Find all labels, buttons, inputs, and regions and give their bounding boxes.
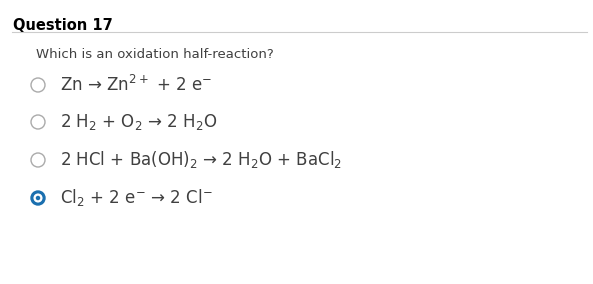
Ellipse shape xyxy=(34,194,42,202)
Ellipse shape xyxy=(36,197,40,200)
Text: Question 17: Question 17 xyxy=(13,18,113,33)
Text: Zn → Zn$^{2+}$ + 2 e$^{-}$: Zn → Zn$^{2+}$ + 2 e$^{-}$ xyxy=(60,75,212,95)
Text: 2 H$_2$ + O$_2$ → 2 H$_2$O: 2 H$_2$ + O$_2$ → 2 H$_2$O xyxy=(60,112,217,132)
Ellipse shape xyxy=(31,191,45,205)
Text: 2 HCl + Ba(OH)$_2$ → 2 H$_2$O + BaCl$_2$: 2 HCl + Ba(OH)$_2$ → 2 H$_2$O + BaCl$_2$ xyxy=(60,149,342,170)
Text: Cl$_2$ + 2 e$^{-}$ → 2 Cl$^{-}$: Cl$_2$ + 2 e$^{-}$ → 2 Cl$^{-}$ xyxy=(60,187,213,208)
Text: Which is an oxidation half-reaction?: Which is an oxidation half-reaction? xyxy=(36,48,274,61)
